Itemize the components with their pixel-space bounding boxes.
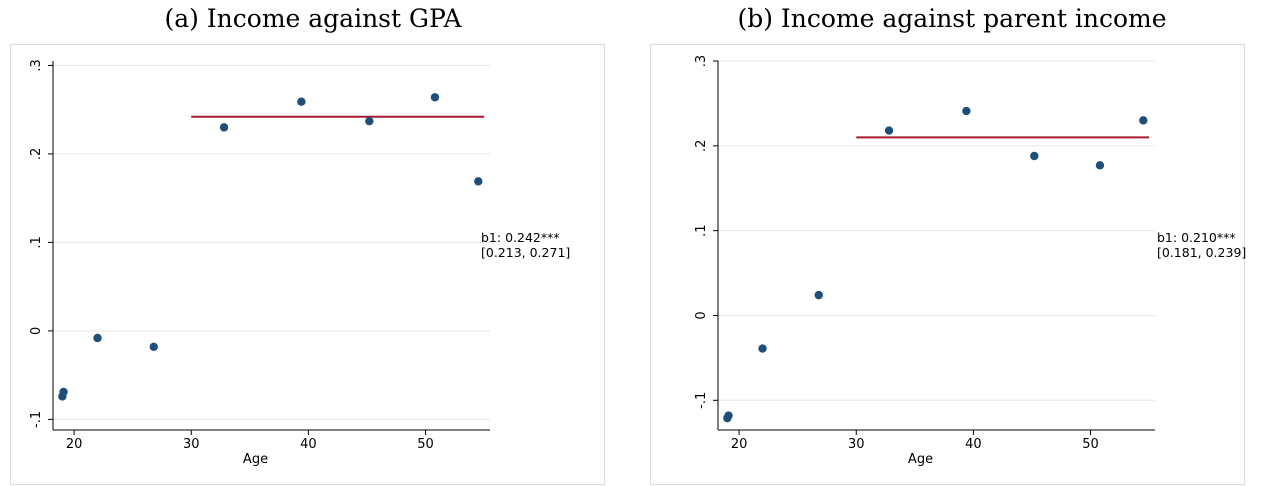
data-point (474, 177, 483, 186)
x-tick-label: 30 (183, 437, 200, 452)
x-tick-label: 40 (300, 437, 317, 452)
data-point (93, 333, 102, 343)
panel-a-title: (a) Income against GPA (164, 4, 462, 33)
data-point (297, 97, 306, 106)
data-point (430, 93, 440, 102)
confidence-interval-label: [0.213, 0.271] (481, 245, 570, 260)
y-tick-label: .3 (29, 59, 44, 71)
y-tick-label: .2 (29, 148, 44, 160)
y-tick-label: 0 (29, 327, 44, 335)
y-tick-label: .1 (29, 236, 44, 248)
x-tick-label: 50 (417, 437, 434, 452)
y-tick-label: -.1 (29, 411, 44, 428)
panel-b-title: (b) Income against parent income (737, 4, 1167, 33)
data-point (59, 387, 68, 397)
x-axis-title: Age (243, 452, 268, 467)
data-point (219, 123, 229, 132)
coefficient-label: b1: 0.242*** (481, 230, 560, 245)
chart-frame (10, 44, 605, 485)
data-point (149, 342, 158, 352)
x-tick-label: 20 (66, 437, 83, 452)
data-point (365, 116, 374, 126)
